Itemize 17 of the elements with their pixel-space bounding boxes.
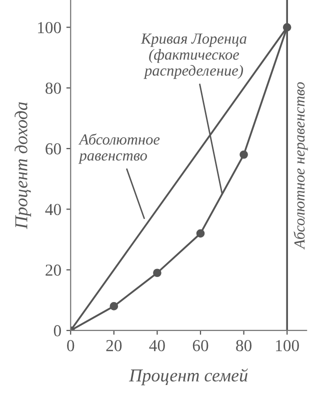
x-tick-label: 100 [276, 340, 299, 352]
y-tick-label: 0 [54, 325, 61, 336]
x-axis-title: Процент семей [128, 368, 248, 386]
y-tick-label: 100 [38, 22, 61, 34]
x-tick-label: 20 [106, 340, 122, 352]
annotation: Абсолютное равенство [78, 134, 160, 164]
y-tick-label: 20 [46, 264, 61, 276]
x-tick-label: 80 [236, 340, 252, 352]
x-tick-label: 60 [192, 340, 208, 352]
x-tick-label: 0 [67, 340, 74, 352]
x-tick-label: 40 [149, 340, 165, 352]
ref-line-label: Абсолютное неравенство [294, 82, 308, 250]
y-axis-title: Процент дохода [14, 102, 32, 230]
annotation: Кривая Лоренца (фактическое распределение) [140, 34, 246, 79]
y-tick-label: 80 [46, 82, 61, 94]
y-tick-label: 60 [46, 143, 61, 155]
y-tick-label: 40 [45, 204, 61, 216]
